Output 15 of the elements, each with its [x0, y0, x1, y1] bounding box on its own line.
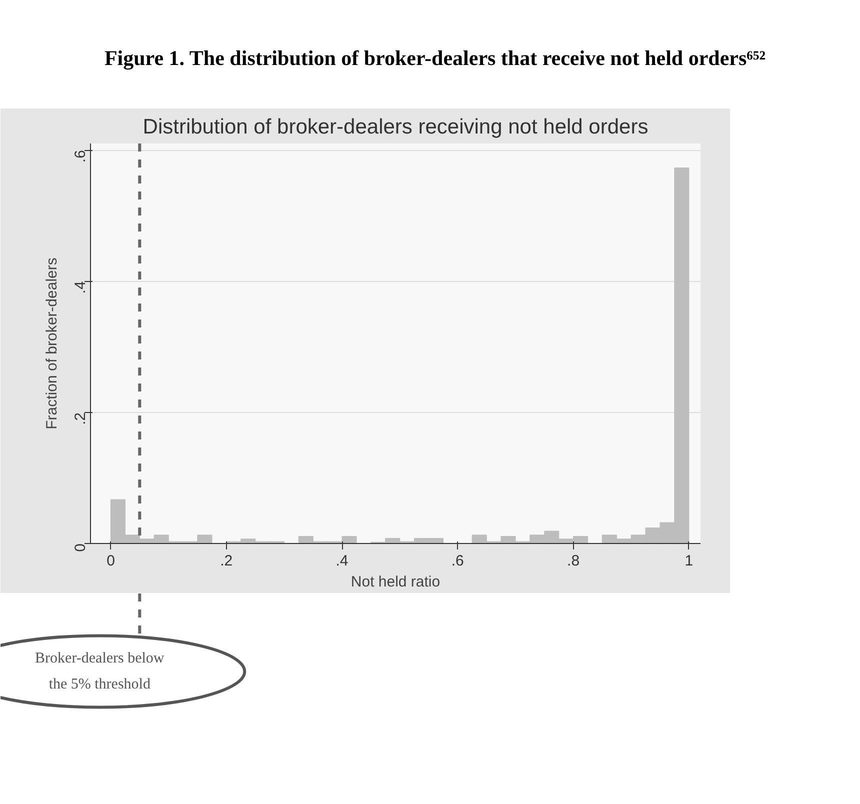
ref-line-label: Broker-dealers below the 5% threshold: [35, 650, 164, 692]
x-axis-title: Not held ratio: [350, 574, 440, 590]
x-tick-label: 0: [106, 552, 115, 570]
y-tick-label: .4: [72, 281, 89, 294]
y-tick-label: .6: [72, 150, 89, 163]
y-axis-title: Fraction of broker-dealers: [44, 258, 60, 430]
x-tick-label: 1: [684, 552, 694, 570]
x-tick-label: .6: [451, 552, 464, 570]
x-tick-label: .8: [567, 552, 580, 570]
y-tick-label: 0: [72, 544, 89, 552]
x-tick-label: .2: [220, 552, 233, 570]
chart-subtitle: Distribution of broker-dealers receiving not held orders: [142, 116, 648, 138]
x-tick-label: .4: [336, 552, 348, 570]
chart-title: Figure 1. The distribution of broker-dealers that receive not held orders⁶⁵²: [103, 45, 767, 72]
y-tick-label: .2: [72, 412, 89, 425]
